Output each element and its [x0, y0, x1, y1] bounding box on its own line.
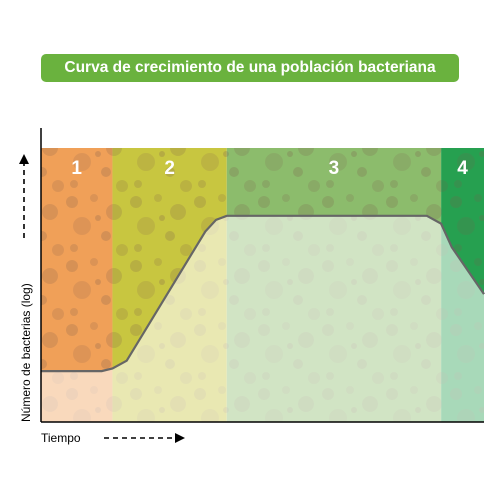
chart-title: Curva de crecimiento de una población ba…: [41, 54, 459, 82]
phase-2-label: 2: [164, 158, 175, 179]
area-under-curve: [41, 215, 484, 422]
y-axis-arrow: [19, 154, 29, 238]
phase-3-label: 3: [329, 158, 340, 179]
x-axis-arrow: [104, 433, 185, 443]
phase-4-label: 4: [457, 158, 468, 179]
phase-1-label: 1: [71, 158, 82, 179]
growth-curve: [41, 214, 485, 373]
x-axis-label: Tiempo: [41, 431, 81, 445]
y-axis-label: Número de bacterias (log): [19, 283, 33, 422]
